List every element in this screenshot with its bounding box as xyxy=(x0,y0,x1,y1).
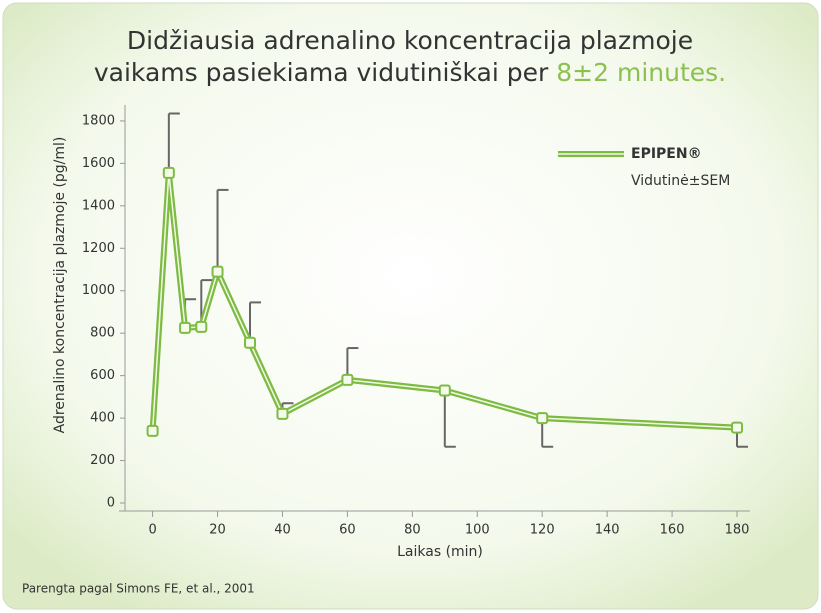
x-tick-label: 0 xyxy=(148,523,156,538)
y-tick-label: 0 xyxy=(107,496,115,511)
point xyxy=(179,321,192,334)
point xyxy=(162,166,175,179)
error-bar xyxy=(167,112,180,173)
x-tick-label: 180 xyxy=(725,523,750,538)
y-tick-label: 1400 xyxy=(82,198,115,213)
y-tick-label: 600 xyxy=(90,368,115,383)
x-tick-label: 40 xyxy=(274,523,291,538)
legend-label: EPIPEN® xyxy=(631,146,702,162)
y-axis-label: Adrenalino koncentracija plazmoje (pg/ml… xyxy=(52,137,68,434)
point xyxy=(438,384,451,397)
legend-note: Vidutinė±SEM xyxy=(631,173,730,189)
x-tick-label: 140 xyxy=(595,523,620,538)
point xyxy=(731,421,744,434)
error-bar xyxy=(216,188,229,272)
y-tick-label: 200 xyxy=(90,453,115,468)
x-tick-label: 120 xyxy=(530,523,555,538)
x-tick-label: 160 xyxy=(660,523,685,538)
error-bar xyxy=(443,390,456,448)
x-tick-label: 20 xyxy=(209,523,226,538)
point xyxy=(341,373,354,386)
source-note: Parengta pagal Simons FE, et al., 2001 xyxy=(22,582,255,596)
x-tick-label: 100 xyxy=(465,523,490,538)
y-tick-label: 1800 xyxy=(82,113,115,128)
point xyxy=(276,407,289,420)
title-line: vaikams pasiekiama vidutiniškai per xyxy=(94,58,549,87)
chart-title: vaikams pasiekiama vidutiniškai per 8±2 … xyxy=(94,58,726,87)
y-tick-label: 800 xyxy=(90,326,115,341)
point xyxy=(536,412,549,425)
point xyxy=(195,320,208,333)
chart-title: Didžiausia adrenalino koncentracija plaz… xyxy=(127,26,693,55)
title-highlight: 8±2 minutes. xyxy=(556,58,726,87)
y-tick-label: 400 xyxy=(90,411,115,426)
point xyxy=(211,265,224,278)
x-tick-label: 60 xyxy=(339,523,356,538)
point xyxy=(146,424,159,437)
y-tick-label: 1000 xyxy=(82,283,115,298)
point xyxy=(244,336,256,349)
y-tick-label: 1200 xyxy=(82,241,115,256)
y-tick-label: 1600 xyxy=(82,156,115,171)
x-tick-label: 80 xyxy=(404,523,421,538)
x-axis-label: Laikas (min) xyxy=(397,544,483,560)
